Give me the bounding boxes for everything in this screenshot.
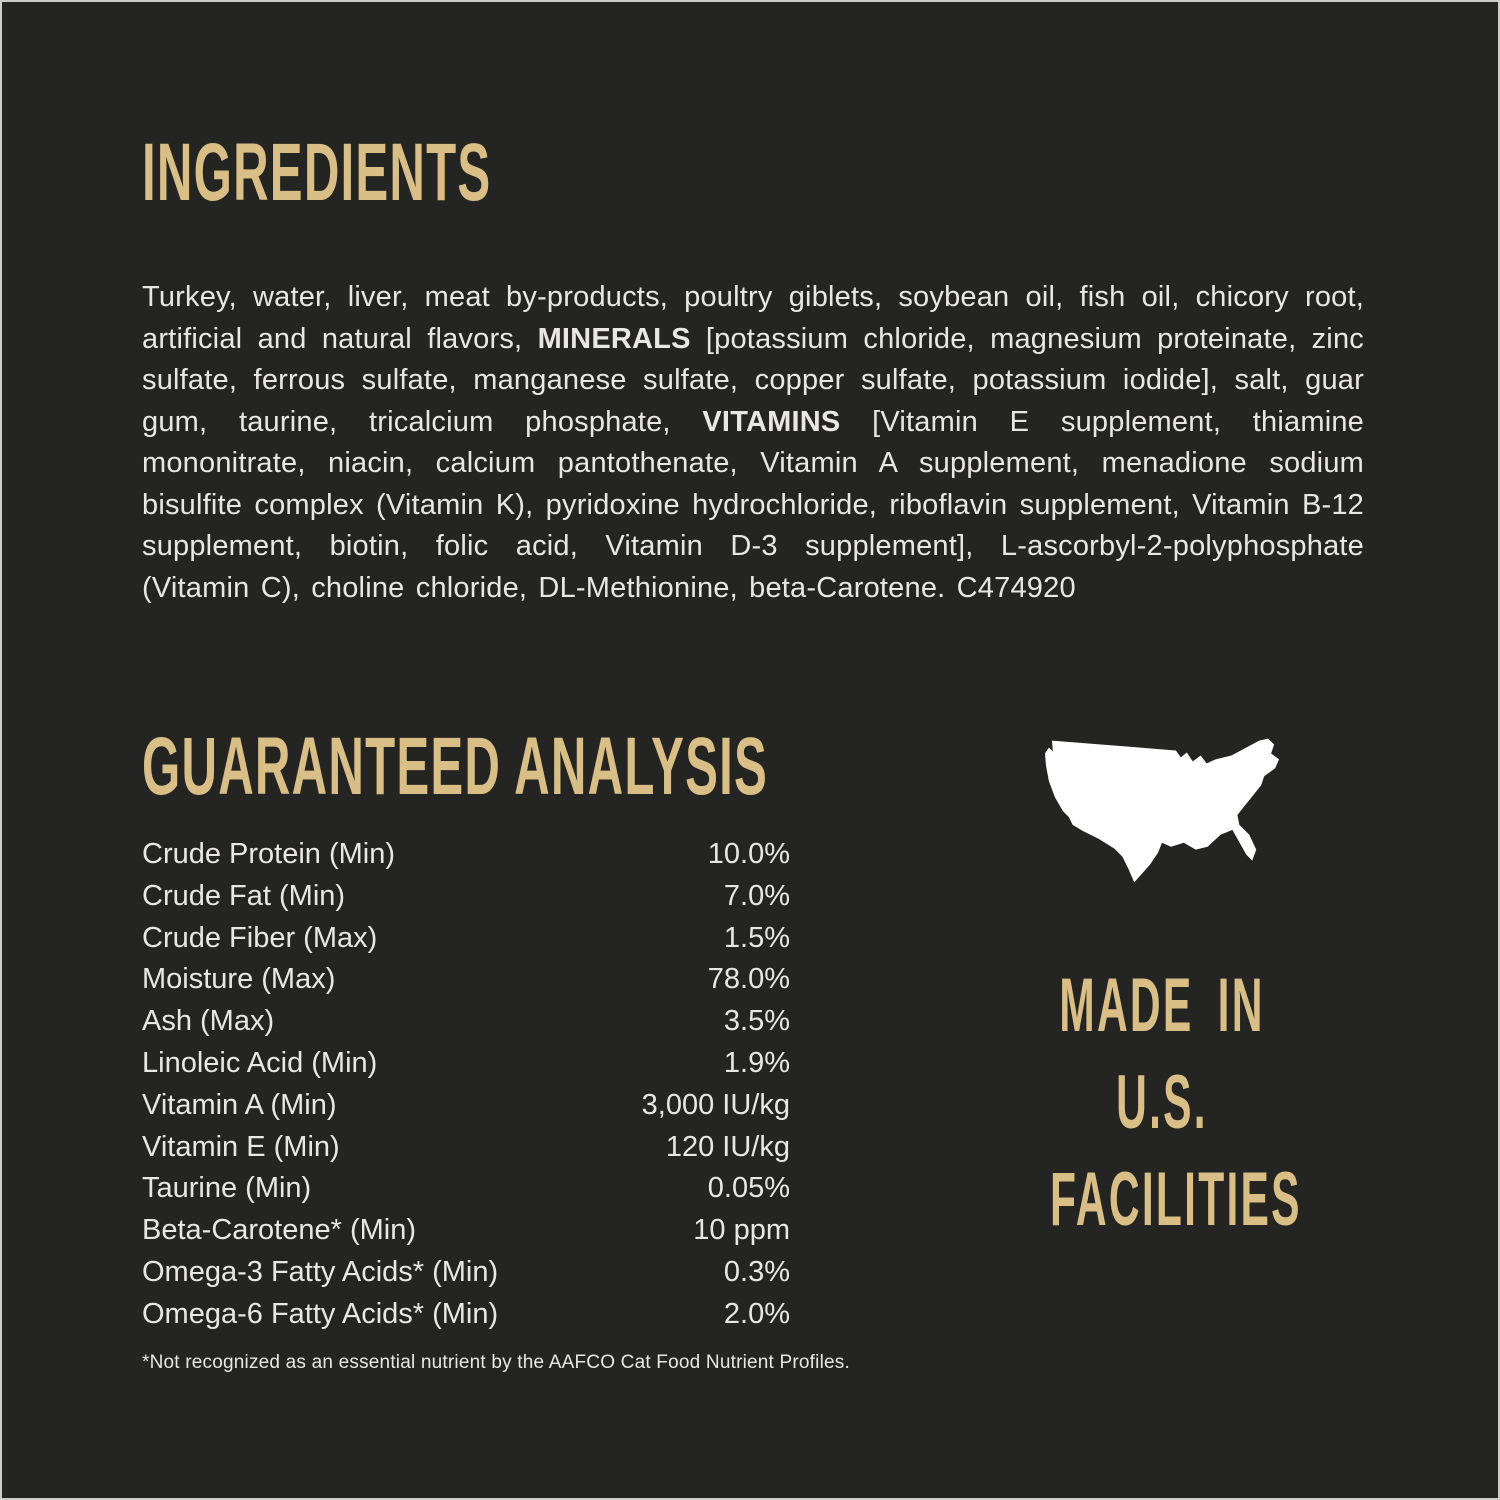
analysis-row: Moisture (Max) 78.0%: [142, 963, 790, 1005]
analysis-label: Omega-3 Fatty Acids* (Min): [142, 1255, 499, 1288]
analysis-row: Omega-3 Fatty Acids* (Min) 0.3%: [142, 1256, 790, 1298]
analysis-row: Ash (Max) 3.5%: [142, 1005, 790, 1047]
analysis-label: Crude Fiber (Max): [142, 921, 378, 954]
analysis-value: 10.0%: [707, 838, 790, 870]
analysis-row: Taurine (Min) 0.05%: [142, 1172, 790, 1214]
analysis-value: 0.05%: [707, 1172, 790, 1205]
analysis-row: Vitamin A (Min) 3,000 IU/kg: [142, 1089, 790, 1131]
analysis-label: Crude Protein (Min): [142, 838, 396, 870]
analysis-value: 3,000 IU/kg: [641, 1088, 790, 1121]
analysis-value: 2.0%: [723, 1297, 790, 1330]
analysis-row: Beta-Carotene* (Min) 10 ppm: [142, 1214, 790, 1256]
analysis-row: Omega-6 Fatty Acids* (Min) 2.0%: [142, 1298, 790, 1340]
analysis-label: Moisture (Max): [142, 963, 336, 996]
guaranteed-analysis-heading: GUARANTEED ANALYSIS: [142, 721, 769, 812]
ingredients-segment-minerals: MINERALS: [537, 322, 691, 355]
ingredients-segment: [Vitamin E supplement, thiamine mononitr…: [142, 405, 1364, 604]
aafco-footnote: *Not recognized as an essential nutrient…: [142, 1352, 850, 1373]
analysis-value: 3.5%: [723, 1005, 790, 1038]
ingredients-segment-vitamins: VITAMINS: [702, 405, 841, 438]
analysis-row: Crude Fat (Min) 7.0%: [142, 880, 790, 922]
analysis-value: 78.0%: [707, 963, 790, 996]
analysis-label: Taurine (Min): [142, 1172, 312, 1205]
analysis-label: Beta-Carotene* (Min): [142, 1214, 416, 1247]
made-in-line: U.S.: [1116, 1060, 1208, 1145]
analysis-label: Vitamin E (Min): [142, 1130, 340, 1163]
made-in-us-block: MADE IN U.S. FACILITIES: [962, 735, 1362, 1248]
analysis-value: 120 IU/kg: [665, 1130, 790, 1163]
analysis-row: Vitamin E (Min) 120 IU/kg: [142, 1131, 790, 1173]
ingredients-segment: [potassium chloride, magnesium proteinat…: [142, 322, 1364, 438]
usa-map-icon: [1044, 738, 1280, 883]
made-in-line: FACILITIES: [1050, 1157, 1302, 1242]
analysis-value: 1.9%: [723, 1046, 790, 1079]
ingredients-segment: Turkey, water, liver, meat by-products, …: [142, 281, 1364, 355]
made-in-line: MADE IN: [1059, 963, 1265, 1048]
analysis-row: Linoleic Acid (Min) 1.9%: [142, 1047, 790, 1089]
ingredients-heading: INGREDIENTS: [142, 127, 492, 218]
analysis-row: Crude Fiber (Max) 1.5%: [142, 922, 790, 964]
analysis-label: Omega-6 Fatty Acids* (Min): [142, 1297, 499, 1330]
analysis-label: Linoleic Acid (Min): [142, 1046, 378, 1079]
analysis-label: Crude Fat (Min): [142, 879, 346, 912]
guaranteed-analysis-table: Crude Protein (Min) 10.0% Crude Fat (Min…: [142, 838, 790, 1340]
analysis-value: 10 ppm: [693, 1214, 790, 1247]
made-in-us-text: MADE IN U.S. FACILITIES: [962, 957, 1362, 1248]
analysis-label: Ash (Max): [142, 1005, 275, 1038]
analysis-value: 7.0%: [723, 879, 790, 912]
ingredients-paragraph: Turkey, water, liver, meat by-products, …: [142, 277, 1364, 609]
analysis-value: 0.3%: [723, 1255, 790, 1288]
analysis-row: Crude Protein (Min) 10.0%: [142, 838, 790, 880]
analysis-value: 1.5%: [723, 921, 790, 954]
analysis-label: Vitamin A (Min): [142, 1088, 337, 1121]
